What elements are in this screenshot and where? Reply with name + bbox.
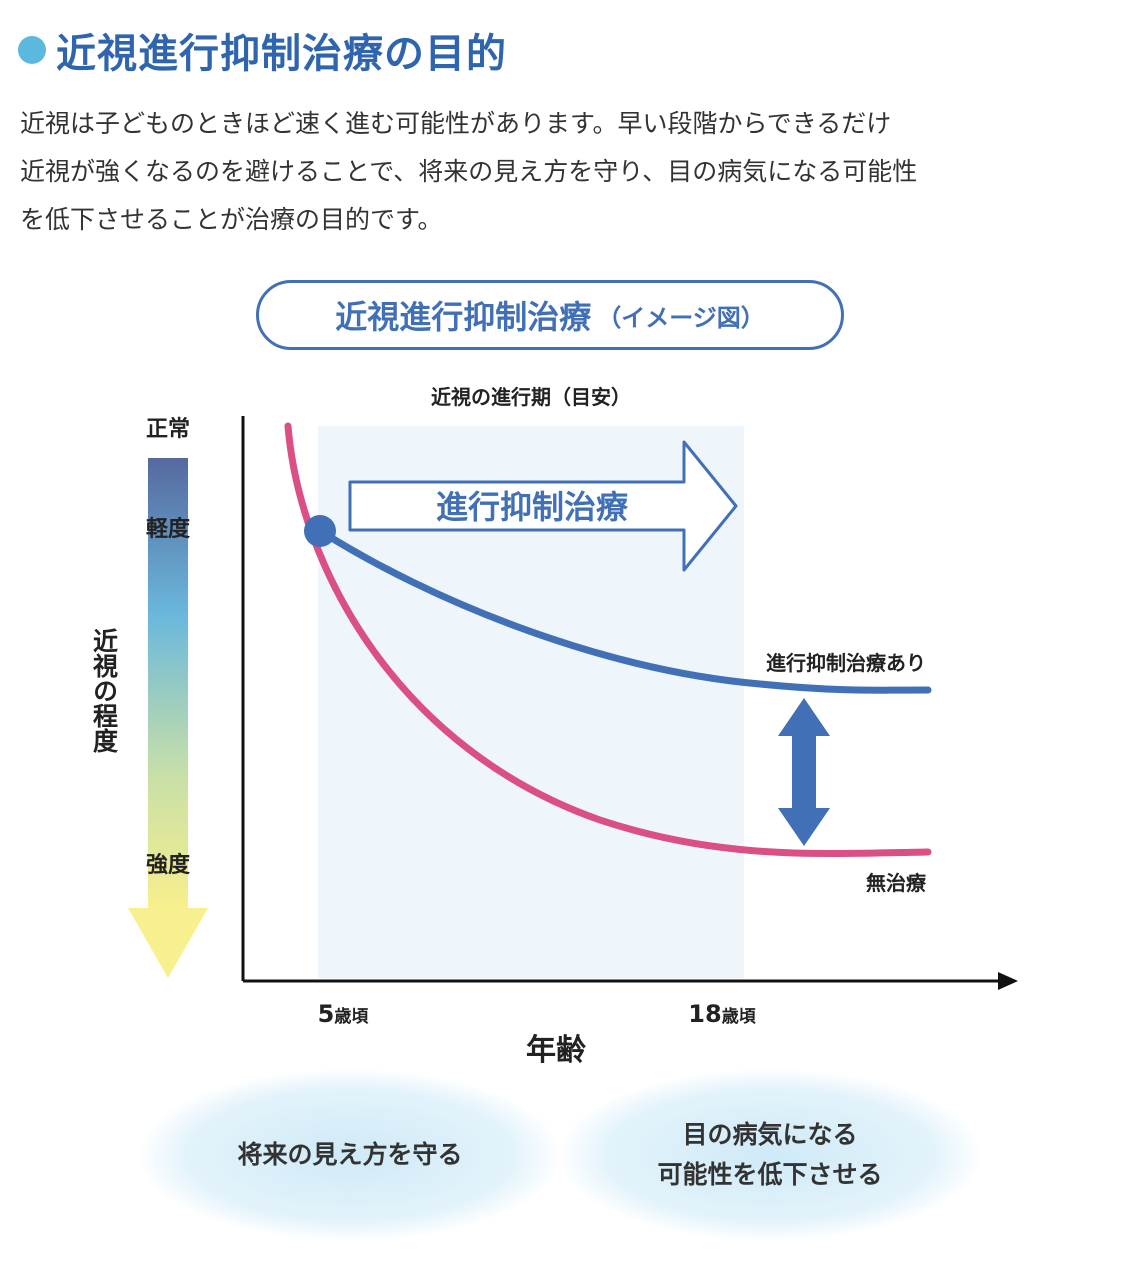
y-axis-label: 近視の程度	[90, 628, 119, 754]
section-title: 近視進行抑制治療の目的	[56, 31, 507, 77]
treatment-arrow-icon	[348, 440, 738, 572]
bullet-dot-icon	[18, 36, 46, 64]
intro-line: 近視が強くなるのを避けることで、将来の見え方を守り、目の病気になる可能性	[20, 157, 918, 186]
treatment-start-point	[304, 515, 336, 547]
x-axis-label: 年齢	[526, 1033, 586, 1068]
outcome-text: 目の病気になる	[682, 1120, 858, 1149]
chart-title-main: 近視進行抑制治療	[335, 298, 592, 336]
degree-gradient-bar	[148, 458, 188, 908]
treatment-arrow-label: 進行抑制治療	[436, 488, 629, 526]
outcome-bubble: 目の病気になる 可能性を低下させる	[560, 1070, 980, 1240]
degree-label-severe: 強度	[146, 852, 191, 878]
x-axis-arrowhead-icon	[998, 972, 1018, 990]
chart-title-sub: （イメージ図）	[597, 303, 765, 332]
chart-title-pill: 近視進行抑制治療 （イメージ図）	[256, 280, 844, 350]
degree-label-normal: 正常	[146, 416, 190, 442]
outcome-text: 将来の見え方を守る	[237, 1140, 463, 1169]
intro-paragraph: 近視は子どものときほど速く進む可能性があります。早い段階からできるだけ 近視が強…	[20, 100, 1110, 244]
intro-line: 近視は子どものときほど速く進む可能性があります。早い段階からできるだけ	[20, 109, 892, 138]
outcome-text: 可能性を低下させる	[657, 1160, 883, 1189]
x-tick-label: 5歳頃	[318, 1000, 370, 1028]
progression-period-label: 近視の進行期（目安）	[431, 385, 631, 409]
series-line-with-treatment	[318, 528, 932, 694]
degree-arrowhead-icon	[128, 908, 208, 978]
degree-label-mild: 軽度	[146, 516, 191, 542]
series-label-no-treatment: 無治療	[866, 871, 926, 895]
x-tick-label: 18歳頃	[688, 1000, 756, 1028]
myopia-progression-chart: 近視の進行期（目安） 進行抑制治療 進行抑制治療あり 無治療 正常 軽度 強度 …	[90, 385, 1018, 1068]
series-label-with-treatment: 進行抑制治療あり	[766, 651, 926, 675]
intro-line: を低下させることが治療の目的です。	[20, 205, 443, 234]
difference-double-arrow-icon	[778, 698, 830, 846]
section-heading: 近視進行抑制治療の目的	[18, 18, 507, 82]
series-line-no-treatment	[284, 422, 932, 858]
outcome-bubble: 将来の見え方を守る	[140, 1070, 560, 1240]
